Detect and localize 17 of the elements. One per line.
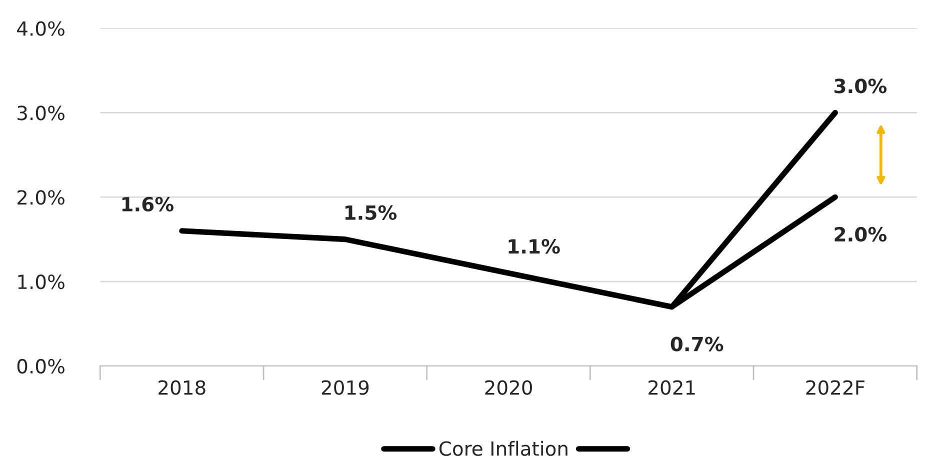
data-label: 3.0% bbox=[834, 78, 887, 94]
data-label: 0.7% bbox=[670, 336, 724, 352]
data-label: 1.5% bbox=[345, 205, 397, 220]
legend-label: Core Inflation bbox=[439, 440, 568, 456]
y-tick-label: 4.0% bbox=[17, 21, 64, 36]
data-label: 2.0% bbox=[834, 226, 887, 242]
data-label: 1.1% bbox=[508, 239, 560, 254]
y-tick-label: 3.0% bbox=[18, 106, 64, 120]
x-tick-label: 2021 bbox=[648, 380, 695, 395]
data-label: 1.6% bbox=[122, 196, 174, 212]
x-tick-label: 2020 bbox=[485, 380, 532, 395]
x-tick-label: 2018 bbox=[158, 380, 206, 395]
y-tick-label: 0.0% bbox=[17, 358, 64, 374]
x-tick-label: 2019 bbox=[322, 380, 369, 395]
y-tick-label: 1.0% bbox=[18, 274, 64, 290]
x-tick-label: 2022F bbox=[806, 380, 864, 395]
y-tick-label: 2.0% bbox=[18, 190, 64, 205]
